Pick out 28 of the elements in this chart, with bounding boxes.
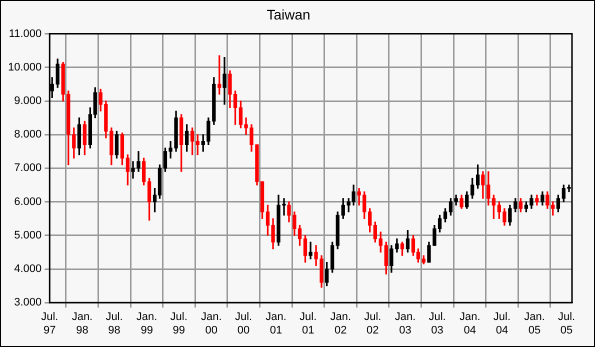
x-tick-label: Jan. 00 [201, 311, 222, 336]
x-tick-label: Jul. 98 [106, 311, 123, 336]
x-tick-label: Jan. 99 [136, 311, 158, 336]
x-tick-label: Jul. 02 [364, 311, 382, 336]
x-tick-label: Jul. 00 [234, 311, 252, 336]
chart-title: Taiwan [266, 6, 310, 22]
x-tick-label: Jan. 04 [459, 311, 480, 336]
x-tick-label: Jan. 01 [266, 311, 286, 336]
x-tick-label: Jul. 04 [493, 311, 511, 336]
y-tick-label: 11.000 [8, 28, 42, 40]
x-tick-label: Jul. 99 [170, 311, 188, 336]
y-tick-label: 5.000 [14, 229, 42, 242]
y-tick-label: 10.000 [8, 61, 42, 74]
x-tick-label: Jul. 03 [428, 311, 446, 336]
x-tick-label: Jan. 03 [394, 311, 416, 336]
x-tick-label: Jan. 98 [72, 311, 93, 336]
y-tick-label: 4.000 [14, 263, 42, 276]
x-tick-label: Jul. 97 [41, 311, 58, 336]
x-tick-label: Jan. 05 [524, 311, 545, 336]
x-tick-label: Jul. 05 [558, 311, 576, 336]
x-tick-label: Jul. 01 [300, 311, 317, 336]
x-tick-label: Jan. 02 [330, 311, 352, 336]
y-tick-label: 7.000 [14, 162, 42, 174]
y-tick-label: 8.000 [14, 128, 42, 141]
candlestick [308, 242, 312, 260]
y-tick-label: 9.000 [14, 95, 42, 108]
y-tick-label: 3.000 [14, 296, 42, 309]
y-tick-label: 6.000 [14, 196, 42, 208]
